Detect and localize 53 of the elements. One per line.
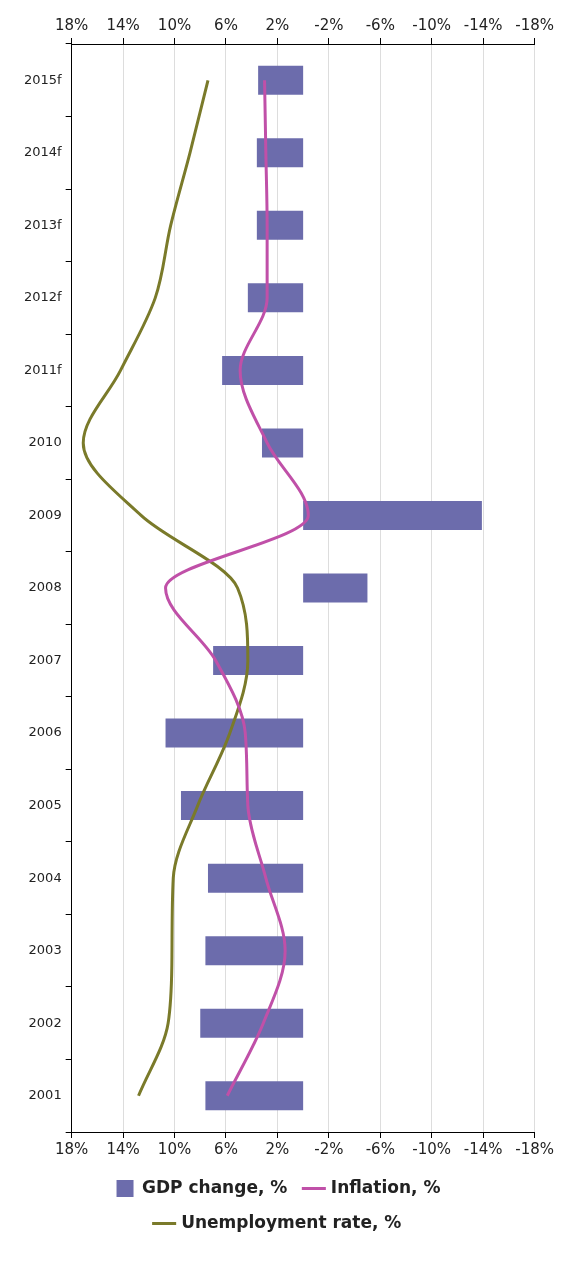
y-tick-label: 2011f: [23, 361, 63, 377]
bar: [258, 65, 304, 95]
legend-label: Unemployment rate, %: [181, 1211, 402, 1232]
x2-tick-label: -18%: [515, 1139, 555, 1158]
bar: [256, 210, 304, 240]
bar: [213, 646, 304, 676]
bar: [207, 863, 304, 893]
x2-tick-label: 10%: [157, 1139, 192, 1158]
y-tick-label: 2013f: [23, 216, 63, 232]
x2-tick-label: -14%: [463, 1139, 503, 1158]
y-tick-label: 2002: [28, 1014, 62, 1030]
x2-tick-label: 6%: [214, 1139, 238, 1158]
x2-tick-label: -10%: [412, 1139, 452, 1158]
bar: [261, 428, 304, 458]
y-tick-label: 2006: [28, 724, 62, 740]
x-tick-label: 10%: [157, 15, 192, 34]
x-tick-label: -14%: [463, 15, 503, 34]
x-tick-label: -10%: [412, 15, 452, 34]
bar: [222, 355, 304, 385]
bar: [303, 573, 368, 603]
y-tick-label: 2004: [28, 869, 62, 885]
legend-label: Inflation, %: [330, 1176, 441, 1197]
y-tick-label: 2005: [28, 796, 62, 812]
bar: [180, 791, 304, 821]
x-tick-label: 2%: [265, 15, 290, 34]
x2-tick-label: 2%: [265, 1139, 290, 1158]
y-tick-label: 2010: [28, 434, 62, 450]
y-tick-label: 2003: [28, 942, 62, 958]
y-tick-label: 2009: [28, 506, 62, 522]
bar: [247, 283, 304, 313]
y-tick-label: 2014f: [23, 144, 63, 160]
bar: [205, 936, 304, 966]
y-tick-label: 2007: [28, 651, 62, 667]
bar: [256, 138, 304, 168]
x-tick-label: 18%: [54, 15, 89, 34]
x2-tick-label: 18%: [54, 1139, 89, 1158]
x-tick-label: 14%: [106, 15, 140, 34]
bar: [165, 718, 304, 748]
y-tick-label: 2008: [28, 579, 62, 595]
x2-tick-label: 14%: [106, 1139, 140, 1158]
x-tick-label: -2%: [314, 15, 344, 34]
bar: [303, 500, 482, 530]
x-tick-label: -18%: [515, 15, 555, 34]
legend-label: GDP change, %: [142, 1176, 288, 1197]
y-tick-label: 2012f: [23, 289, 63, 305]
x-tick-label: 6%: [214, 15, 238, 34]
x2-tick-label: -6%: [365, 1139, 395, 1158]
bar: [205, 1081, 304, 1111]
x-tick-label: -6%: [365, 15, 395, 34]
y-tick-label: 2015f: [23, 71, 63, 87]
bar: [200, 1008, 304, 1038]
x2-tick-label: -2%: [314, 1139, 344, 1158]
y-tick-label: 2001: [28, 1087, 62, 1103]
